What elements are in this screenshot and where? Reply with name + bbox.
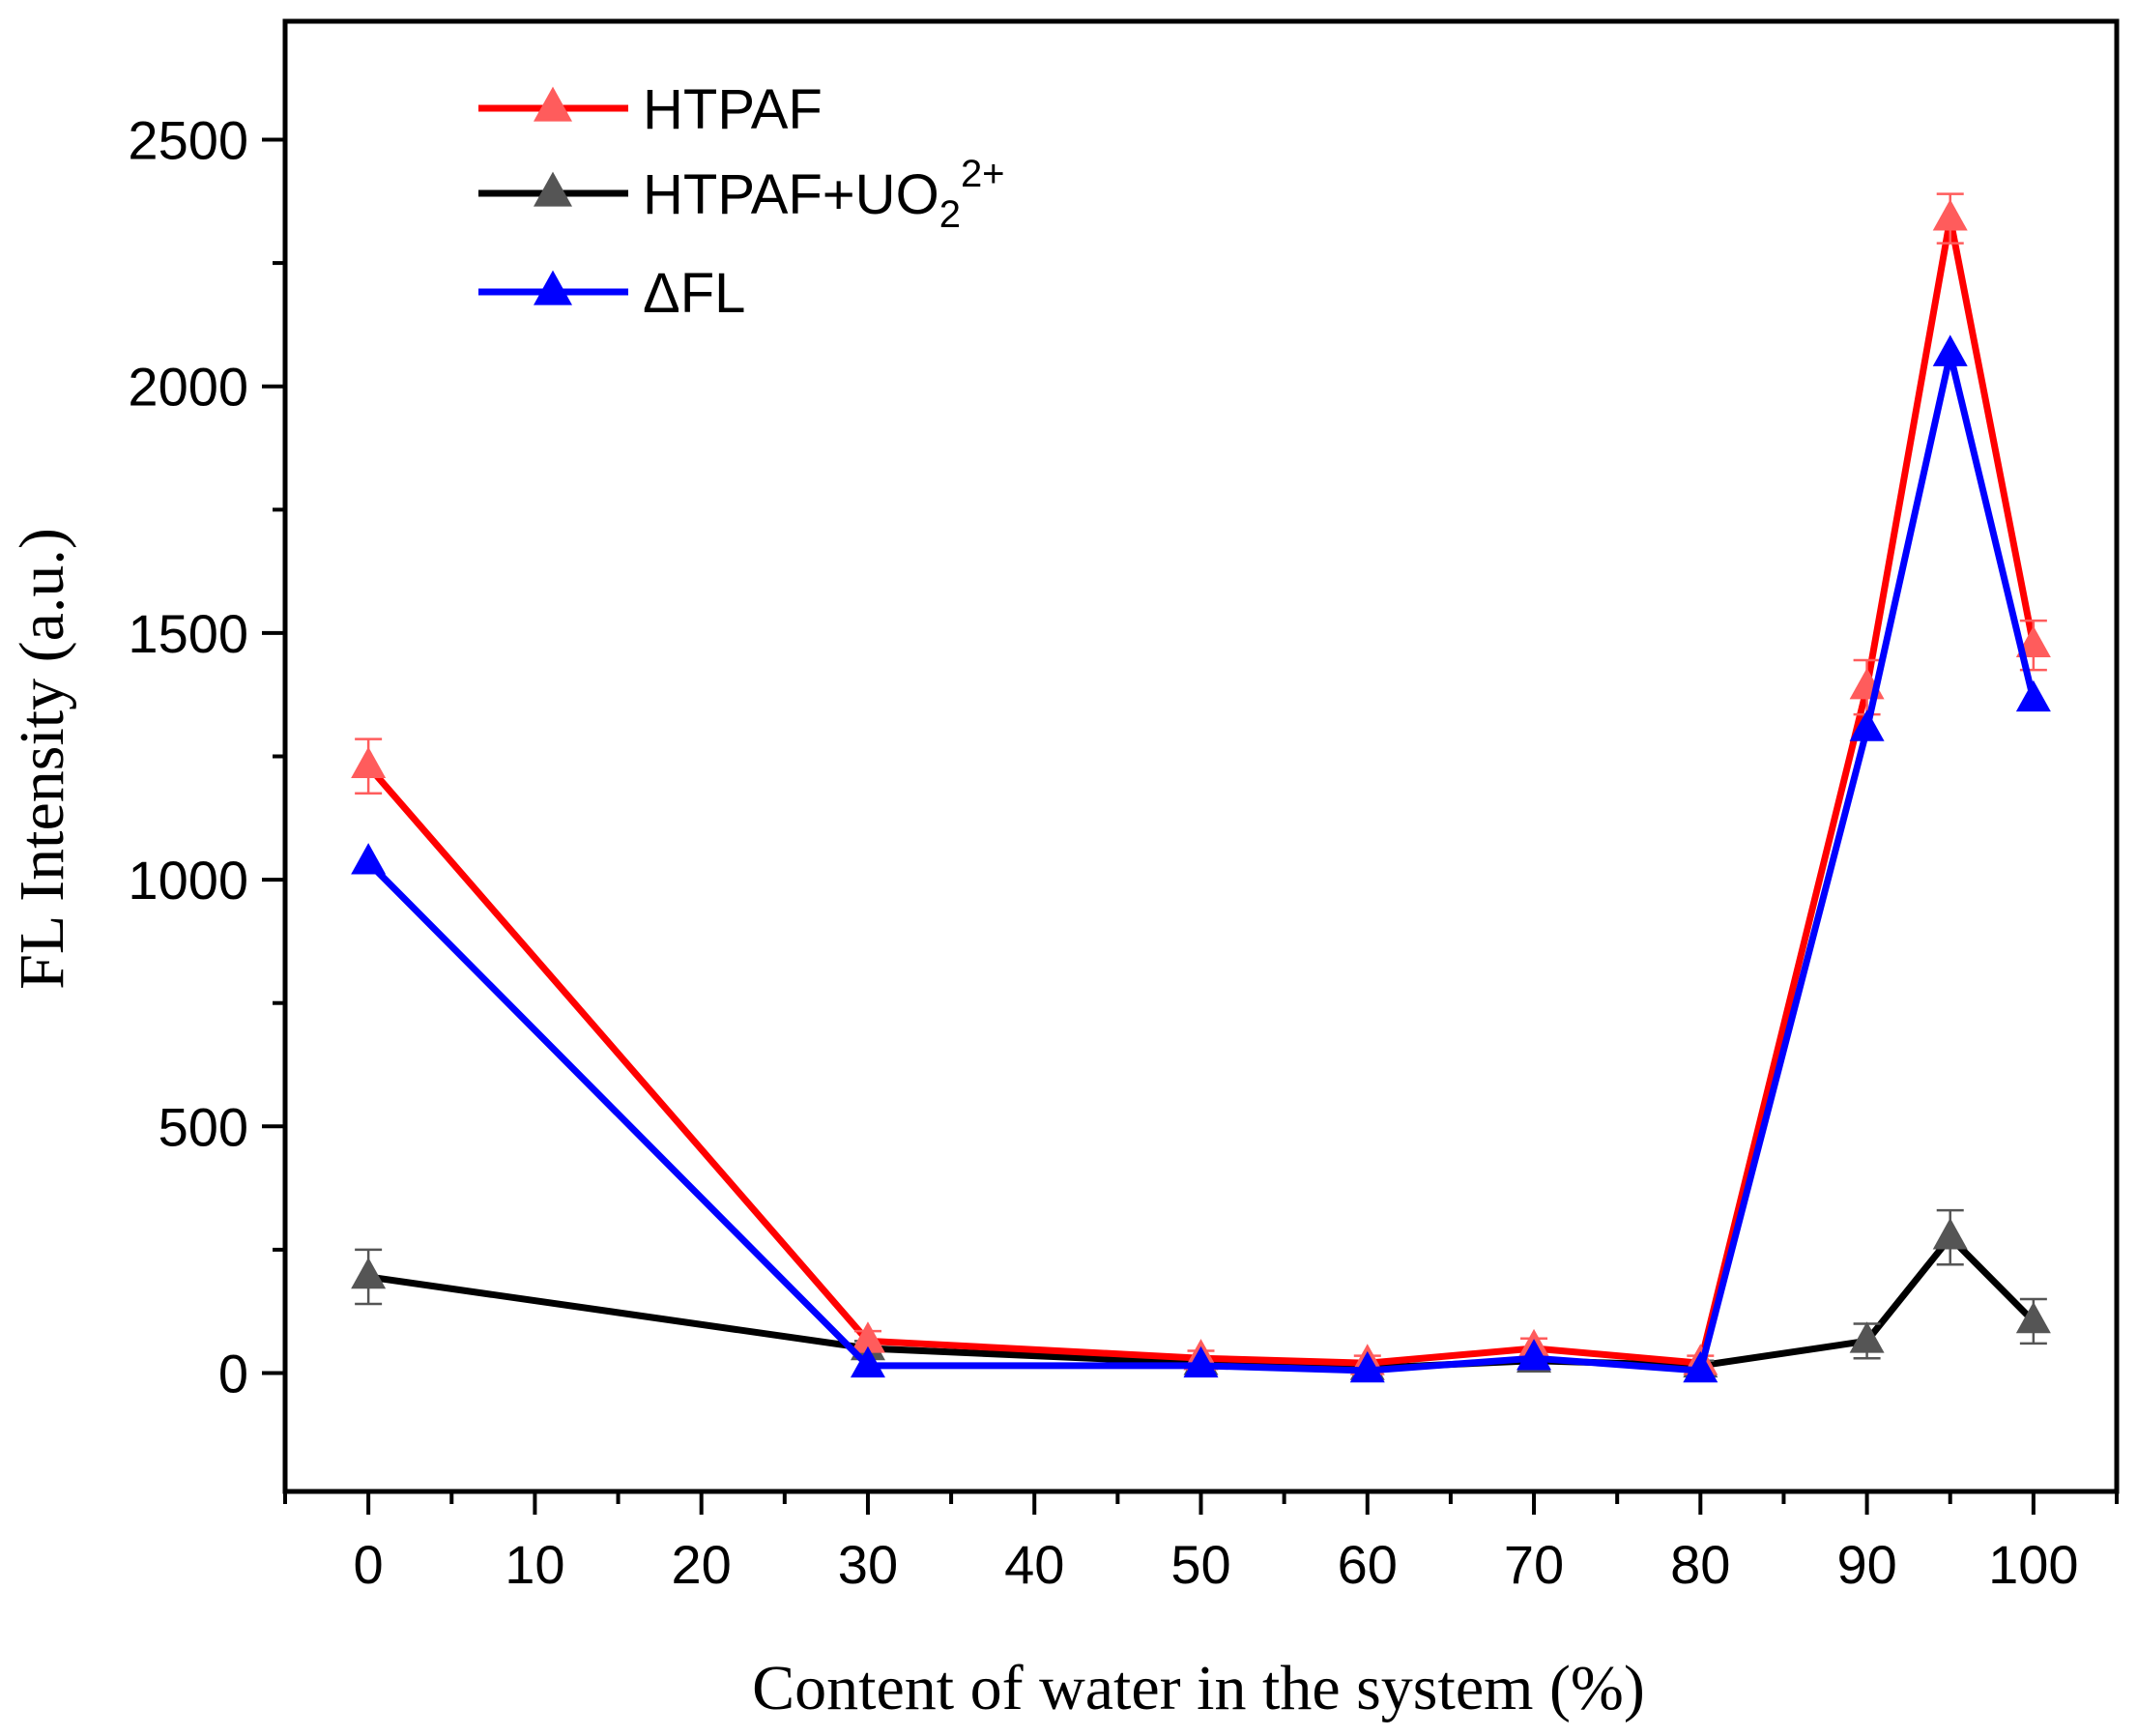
legend-marker-htpaf: [534, 86, 572, 122]
data-point-htpaf-uo2: [1932, 1218, 1968, 1250]
series-layer: [351, 192, 2051, 1383]
x-axis-title: Content of water in the system (%): [752, 1653, 1645, 1723]
x-tick-label: 40: [1004, 1534, 1064, 1595]
data-point-htpaf-uo2: [2015, 1301, 2051, 1334]
data-point-delta-fl: [1516, 1339, 1552, 1371]
data-point-delta-fl: [1349, 1350, 1385, 1383]
x-tick-label: 10: [505, 1534, 564, 1595]
data-point-delta-fl: [850, 1345, 885, 1378]
legend-marker-delta-fl: [534, 270, 572, 305]
x-tick-label: 0: [354, 1534, 384, 1595]
data-point-htpaf-uo2: [1849, 1321, 1885, 1353]
y-axis-title: FL Intensity (a.u.): [7, 528, 77, 990]
x-tick-label: 30: [838, 1534, 898, 1595]
data-point-htpaf-uo2: [351, 1257, 387, 1289]
data-point-delta-fl: [1932, 334, 1968, 366]
legend-marker-htpaf-uo2: [534, 171, 572, 207]
y-tick-label: 2500: [128, 109, 248, 170]
data-point-delta-fl: [351, 843, 387, 875]
x-tick-label: 20: [672, 1534, 732, 1595]
y-tick-label: 1500: [128, 603, 248, 664]
x-tick-label: 60: [1338, 1534, 1398, 1595]
y-tick-label: 500: [159, 1096, 248, 1157]
x-tick-label: 50: [1170, 1534, 1230, 1595]
data-point-htpaf: [1932, 199, 1968, 231]
legend: HTPAF HTPAF+UO22+ ΔFL: [478, 78, 1005, 325]
data-point-htpaf: [351, 746, 387, 779]
x-tick-label: 100: [1988, 1534, 2078, 1595]
data-point-htpaf: [850, 1321, 885, 1353]
x-tick-label: 80: [1670, 1534, 1730, 1595]
data-point-delta-fl: [1683, 1350, 1718, 1383]
legend-label-delta-fl: ΔFL: [643, 262, 745, 325]
y-tick-label: 1000: [128, 850, 248, 911]
x-tick-label: 90: [1836, 1534, 1896, 1595]
series-delta-fl: [351, 334, 2051, 1383]
data-point-delta-fl: [2015, 680, 2051, 712]
x-axis-ticks: 0 10 20 30 40 50 60 70 80 90 100: [283, 1491, 2119, 1595]
y-axis-ticks: 0 500 1000 1500 2000 2500: [128, 109, 285, 1404]
y-tick-label: 2000: [128, 357, 248, 418]
legend-label-htpaf-uo2: HTPAF+UO22+: [643, 153, 1005, 236]
legend-label-htpaf: HTPAF: [643, 78, 823, 141]
y-tick-label: 0: [218, 1344, 248, 1404]
x-tick-label: 70: [1504, 1534, 1564, 1595]
data-point-delta-fl: [1849, 709, 1885, 741]
data-point-delta-fl: [1183, 1345, 1219, 1378]
